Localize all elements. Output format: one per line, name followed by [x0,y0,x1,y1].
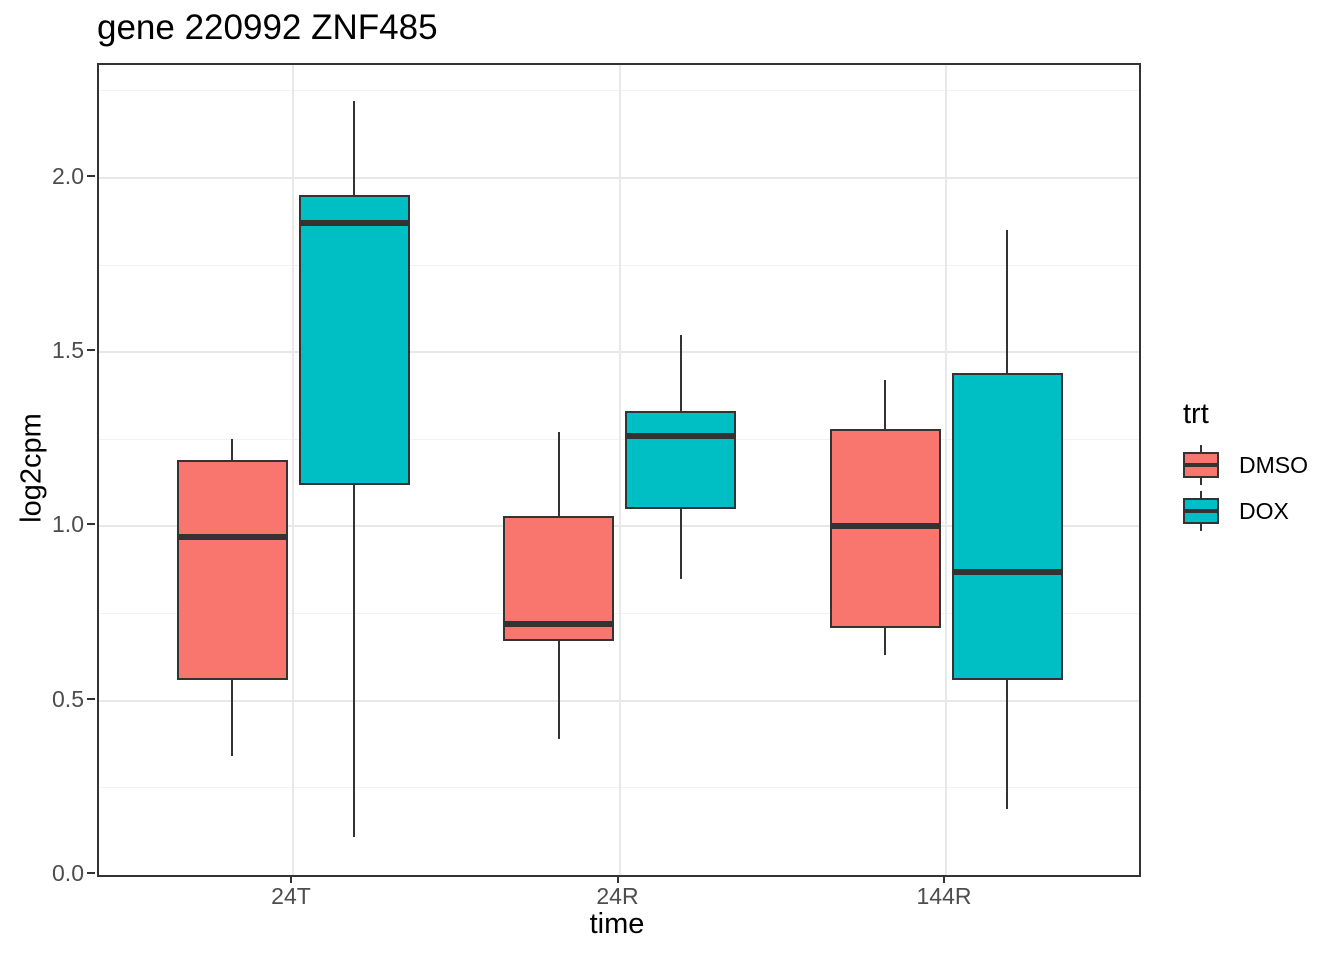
x-tick-24R [616,875,619,883]
y-tick-label-1.5: 1.5 [52,337,84,364]
x-tick-144R [943,875,945,883]
major-gridline-x-24R [618,65,621,875]
legend-title: trt [1183,398,1209,430]
box-dmso-24t [176,460,288,680]
box-dox-24r [625,411,736,510]
legend-item-dmso: DMSO [1183,445,1333,485]
x-tick-label-24R: 24R [596,883,639,909]
major-gridline-x-24T [292,65,294,875]
y-tick-0.5 [87,697,95,700]
median-dox-24r [625,432,736,439]
y-tick-label-0.5: 0.5 [52,685,84,712]
plot-panel [97,63,1141,877]
median-dox-144r [951,568,1063,575]
median-dmso-144r [829,523,941,530]
y-tick-label-2.0: 2.0 [52,162,84,189]
boxplot-key-icon-dmso [1183,445,1219,485]
x-tick-label-24T: 24T [271,883,311,909]
x-tick-label-144R: 144R [916,883,972,909]
median-dmso-24t [176,533,288,540]
boxplot-key-icon-dox [1183,491,1219,531]
legend-label: DMSO [1239,451,1308,478]
y-axis-title: log2cpm [15,413,48,523]
y-tick-1.0 [87,523,95,526]
median-dox-24t [298,220,410,227]
legend: trt DMSO DOX [1183,398,1333,531]
y-tick-2.0 [87,174,95,177]
major-gridline-x-144R [945,65,947,875]
key-median-line [1183,509,1219,513]
box-dmso-24r [503,516,614,642]
key-median-line [1183,463,1219,467]
y-tick-label-1.0: 1.0 [52,511,84,538]
box-dox-24t [298,195,410,485]
x-axis-title: time [589,908,645,940]
x-tick-24T [290,875,292,883]
median-dmso-24r [503,621,614,628]
chart-title: gene 220992 ZNF485 [97,8,438,47]
y-tick-0.0 [87,872,95,874]
legend-label: DOX [1239,497,1289,524]
box-dox-144r [951,373,1063,680]
y-tick-1.5 [87,349,95,352]
legend-item-dox: DOX [1183,491,1333,531]
y-tick-label-0.0: 0.0 [52,860,84,886]
